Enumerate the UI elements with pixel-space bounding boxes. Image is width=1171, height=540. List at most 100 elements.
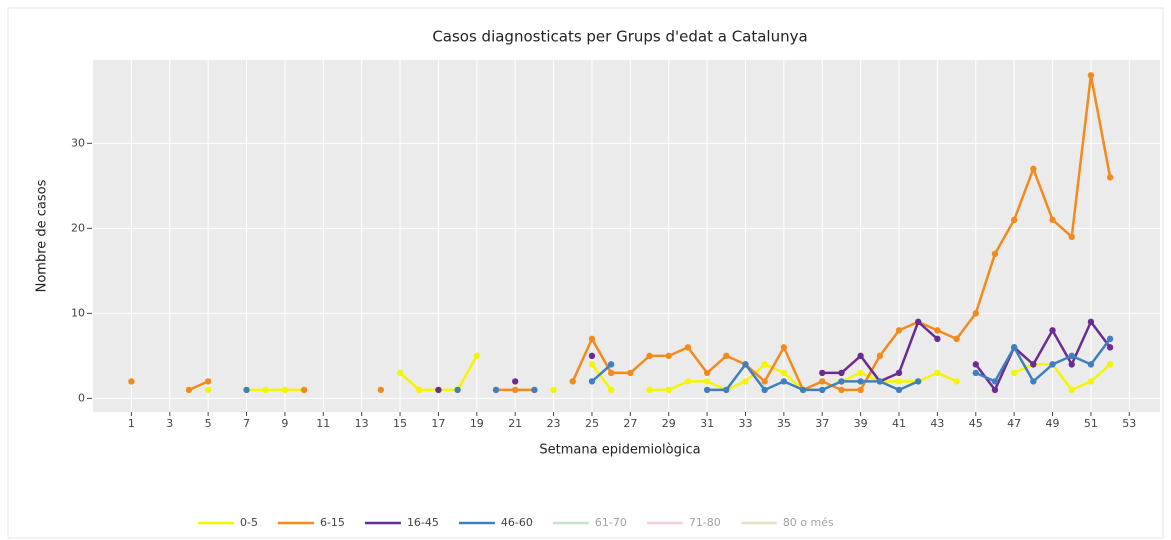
x-axis-title: Setmana epidemiològica (539, 443, 700, 458)
point (819, 369, 826, 377)
x-tick-label: 45 (969, 417, 983, 430)
point (934, 327, 941, 334)
point (1087, 378, 1095, 385)
point (914, 318, 922, 326)
point (646, 386, 653, 394)
x-tick-label: 11 (316, 417, 330, 430)
point (1068, 386, 1075, 394)
point (473, 352, 481, 360)
y-tick-label: 20 (71, 221, 85, 234)
point (838, 369, 845, 377)
point (569, 378, 576, 385)
point (511, 378, 519, 385)
point (1106, 335, 1114, 343)
point (511, 386, 519, 394)
point (723, 386, 730, 394)
point (627, 369, 634, 377)
point (1049, 327, 1056, 334)
point (588, 361, 596, 368)
point (492, 386, 500, 394)
point (1010, 216, 1018, 224)
point (607, 369, 615, 377)
point (895, 386, 903, 394)
x-tick-label: 7 (243, 417, 250, 430)
series-line (591, 338, 1112, 392)
point (607, 386, 615, 394)
point (703, 378, 711, 385)
point (1049, 361, 1056, 368)
point (1010, 344, 1018, 351)
x-tick-label: 17 (431, 417, 445, 430)
point (742, 361, 749, 368)
point (607, 361, 615, 368)
point (128, 378, 135, 385)
x-tick-label: 27 (623, 417, 637, 430)
x-tick-label: 13 (355, 417, 369, 430)
point (262, 386, 269, 394)
point (895, 378, 903, 385)
x-tick-label: 47 (1007, 417, 1021, 430)
point (243, 386, 250, 394)
legend-label: 6-15 (320, 516, 345, 529)
point (1106, 344, 1114, 351)
point (1030, 361, 1037, 368)
chart-title: Casos diagnosticats per Grups d'edat a C… (432, 28, 807, 46)
point (857, 386, 864, 394)
point (454, 386, 461, 394)
point (550, 386, 557, 394)
point (895, 369, 903, 377)
x-tick-label: 29 (662, 417, 676, 430)
point (1030, 378, 1037, 385)
x-tick-label: 1 (128, 417, 135, 430)
point (761, 386, 768, 394)
x-tick-label: 5 (205, 417, 212, 430)
x-tick-label: 43 (930, 417, 944, 430)
point (934, 335, 941, 343)
point (665, 386, 672, 394)
point (972, 369, 979, 377)
point (703, 369, 711, 377)
legend-label: 16-45 (407, 516, 439, 529)
point (914, 378, 922, 385)
y-tick-label: 0 (78, 391, 85, 404)
point (646, 352, 653, 360)
x-tick-label: 53 (1122, 417, 1136, 430)
point (991, 250, 999, 258)
legend-label: 46-60 (501, 516, 533, 529)
x-tick-label: 41 (892, 417, 906, 430)
x-tick-label: 9 (281, 417, 288, 430)
legend-label: 61-70 (595, 516, 627, 529)
x-tick-label: 3 (166, 417, 173, 430)
x-tick-label: 37 (815, 417, 829, 430)
x-tick-label: 51 (1084, 417, 1098, 430)
point (953, 378, 960, 385)
point (1049, 216, 1056, 224)
x-tick-label: 35 (777, 417, 791, 430)
point (1030, 165, 1037, 173)
point (838, 386, 845, 394)
point (819, 386, 826, 394)
y-tick-label: 30 (71, 136, 85, 149)
point (799, 386, 807, 394)
point (761, 378, 768, 385)
point (857, 378, 864, 385)
legend-label: 80 o més (783, 516, 834, 529)
point (723, 352, 730, 360)
point (531, 386, 538, 394)
point (1106, 361, 1114, 368)
point (1087, 318, 1095, 326)
point (435, 386, 442, 394)
point (1087, 72, 1095, 79)
point (281, 386, 289, 394)
point (953, 335, 960, 343)
point (838, 378, 845, 385)
point (396, 369, 404, 377)
point (703, 386, 711, 394)
point (972, 310, 979, 317)
point (780, 369, 788, 377)
point (934, 369, 941, 377)
legend-label: 0-5 (240, 516, 258, 529)
point (876, 378, 884, 385)
point (857, 352, 864, 360)
